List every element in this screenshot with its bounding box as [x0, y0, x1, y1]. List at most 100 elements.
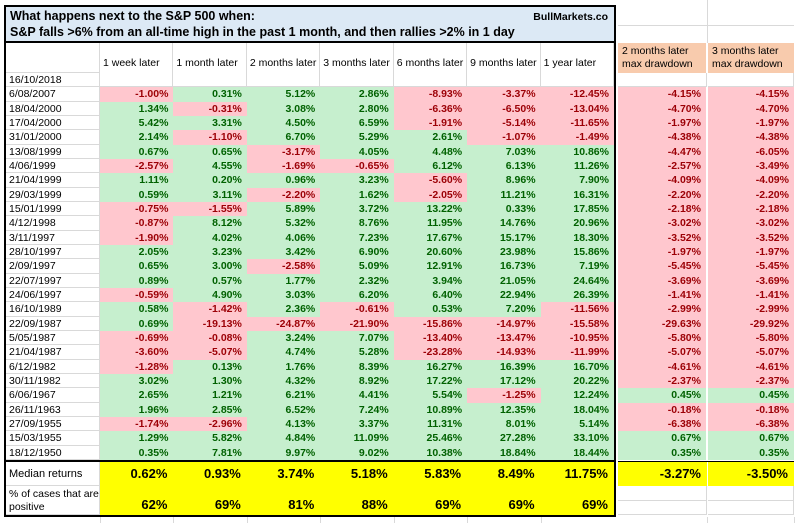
- value-cell[interactable]: 16.27%: [393, 359, 468, 374]
- median-value-cell[interactable]: 5.83%: [393, 462, 468, 486]
- value-cell[interactable]: 9.97%: [246, 445, 321, 460]
- date-column-header[interactable]: [6, 43, 100, 73]
- value-cell[interactable]: 11.09%: [320, 431, 394, 446]
- value-cell[interactable]: 20.22%: [540, 374, 614, 389]
- value-cell[interactable]: 7.24%: [320, 402, 394, 417]
- value-cell[interactable]: -19.13%: [173, 316, 247, 331]
- drawdown-cell[interactable]: -3.69%: [708, 273, 794, 288]
- value-cell[interactable]: -13.47%: [467, 331, 541, 346]
- date-cell[interactable]: 24/06/1997: [6, 288, 100, 303]
- value-cell[interactable]: 17.12%: [467, 374, 541, 389]
- value-cell[interactable]: 5.14%: [540, 417, 614, 432]
- median-value-cell[interactable]: 0.62%: [100, 462, 174, 486]
- date-cell[interactable]: 6/06/1967: [6, 388, 100, 403]
- drawdown-cell[interactable]: -4.70%: [708, 101, 794, 116]
- drawdown-cell[interactable]: -4.15%: [618, 87, 707, 102]
- value-cell[interactable]: -1.49%: [540, 130, 614, 145]
- value-cell[interactable]: 7.81%: [173, 445, 247, 460]
- value-cell[interactable]: 1.11%: [100, 173, 174, 188]
- value-cell[interactable]: 26.39%: [540, 288, 614, 303]
- value-cell[interactable]: 13.22%: [393, 202, 468, 217]
- empty-cell[interactable]: [708, 486, 794, 501]
- value-cell[interactable]: 3.08%: [246, 101, 321, 116]
- value-cell[interactable]: 2.05%: [100, 245, 174, 260]
- drawdown-cell[interactable]: -5.07%: [708, 345, 794, 360]
- value-cell[interactable]: 1.29%: [100, 431, 174, 446]
- value-cell[interactable]: 2.80%: [320, 101, 394, 116]
- date-cell[interactable]: 21/04/1999: [6, 173, 100, 188]
- drawdown-cell[interactable]: -5.80%: [708, 331, 794, 346]
- value-cell[interactable]: 0.13%: [173, 359, 247, 374]
- value-cell[interactable]: -24.87%: [246, 316, 321, 331]
- value-cell[interactable]: [540, 73, 614, 88]
- value-cell[interactable]: -15.86%: [393, 316, 468, 331]
- value-cell[interactable]: 22.94%: [467, 288, 541, 303]
- value-cell[interactable]: 3.42%: [246, 245, 321, 260]
- value-cell[interactable]: 0.53%: [393, 302, 468, 317]
- date-cell[interactable]: 31/01/2000: [6, 130, 100, 145]
- drawdown-cell[interactable]: 0.67%: [708, 431, 794, 446]
- median-value-cell[interactable]: 3.74%: [246, 462, 321, 486]
- value-cell[interactable]: -1.10%: [173, 130, 247, 145]
- value-cell[interactable]: 8.76%: [320, 216, 394, 231]
- value-cell[interactable]: -5.60%: [393, 173, 468, 188]
- value-cell[interactable]: 4.74%: [246, 345, 321, 360]
- value-cell[interactable]: -11.65%: [540, 116, 614, 131]
- column-header[interactable]: 1 week later: [100, 43, 174, 73]
- value-cell[interactable]: 2.32%: [320, 273, 394, 288]
- value-cell[interactable]: 3.72%: [320, 202, 394, 217]
- value-cell[interactable]: 0.58%: [100, 302, 174, 317]
- empty-cell[interactable]: [618, 486, 707, 501]
- value-cell[interactable]: 5.09%: [320, 259, 394, 274]
- drawdown-cell[interactable]: -4.61%: [708, 359, 794, 374]
- value-cell[interactable]: 5.29%: [320, 130, 394, 145]
- drawdown-cell[interactable]: 0.45%: [708, 388, 794, 403]
- drawdown-cell[interactable]: -1.41%: [618, 288, 707, 303]
- value-cell[interactable]: -1.28%: [100, 359, 174, 374]
- value-cell[interactable]: -5.07%: [173, 345, 247, 360]
- value-cell[interactable]: 6.52%: [246, 402, 321, 417]
- value-cell[interactable]: 11.21%: [467, 187, 541, 202]
- value-cell[interactable]: 3.23%: [173, 245, 247, 260]
- drawdown-cell[interactable]: -4.38%: [708, 130, 794, 145]
- drawdown-cell[interactable]: -1.97%: [618, 116, 707, 131]
- value-cell[interactable]: -0.61%: [320, 302, 394, 317]
- value-cell[interactable]: 20.96%: [540, 216, 614, 231]
- value-cell[interactable]: 7.23%: [320, 230, 394, 245]
- value-cell[interactable]: 4.32%: [246, 374, 321, 389]
- value-cell[interactable]: -23.28%: [393, 345, 468, 360]
- drawdown-cell[interactable]: -4.15%: [708, 87, 794, 102]
- value-cell[interactable]: -2.20%: [246, 187, 321, 202]
- value-cell[interactable]: -21.90%: [320, 316, 394, 331]
- drawdown-cell[interactable]: [708, 73, 794, 88]
- date-cell[interactable]: 4/12/1998: [6, 216, 100, 231]
- value-cell[interactable]: [320, 73, 394, 88]
- date-cell[interactable]: 16/10/2018: [6, 73, 100, 88]
- drawdown-cell[interactable]: -6.38%: [618, 417, 707, 432]
- drawdown-cell[interactable]: -4.61%: [618, 359, 707, 374]
- drawdown-cell[interactable]: -3.02%: [708, 216, 794, 231]
- value-cell[interactable]: 12.91%: [393, 259, 468, 274]
- value-cell[interactable]: -1.74%: [100, 417, 174, 432]
- column-header[interactable]: 1 year later: [540, 43, 614, 73]
- value-cell[interactable]: 18.04%: [540, 402, 614, 417]
- drawdown-cell[interactable]: -2.20%: [708, 187, 794, 202]
- value-cell[interactable]: -10.95%: [540, 331, 614, 346]
- value-cell[interactable]: -13.04%: [540, 101, 614, 116]
- median-value-cell[interactable]: 5.18%: [320, 462, 394, 486]
- value-cell[interactable]: 3.94%: [393, 273, 468, 288]
- drawdown-cell[interactable]: -4.38%: [618, 130, 707, 145]
- value-cell[interactable]: 0.57%: [173, 273, 247, 288]
- value-cell[interactable]: -3.60%: [100, 345, 174, 360]
- drawdown-cell[interactable]: -5.80%: [618, 331, 707, 346]
- value-cell[interactable]: 6.90%: [320, 245, 394, 260]
- value-cell[interactable]: 0.89%: [100, 273, 174, 288]
- value-cell[interactable]: 27.28%: [467, 431, 541, 446]
- value-cell[interactable]: 11.31%: [393, 417, 468, 432]
- date-cell[interactable]: 21/04/1987: [6, 345, 100, 360]
- value-cell[interactable]: 17.67%: [393, 230, 468, 245]
- value-cell[interactable]: 12.24%: [540, 388, 614, 403]
- empty-cell[interactable]: [708, 501, 794, 515]
- value-cell[interactable]: 33.10%: [540, 431, 614, 446]
- date-cell[interactable]: 28/10/1997: [6, 245, 100, 260]
